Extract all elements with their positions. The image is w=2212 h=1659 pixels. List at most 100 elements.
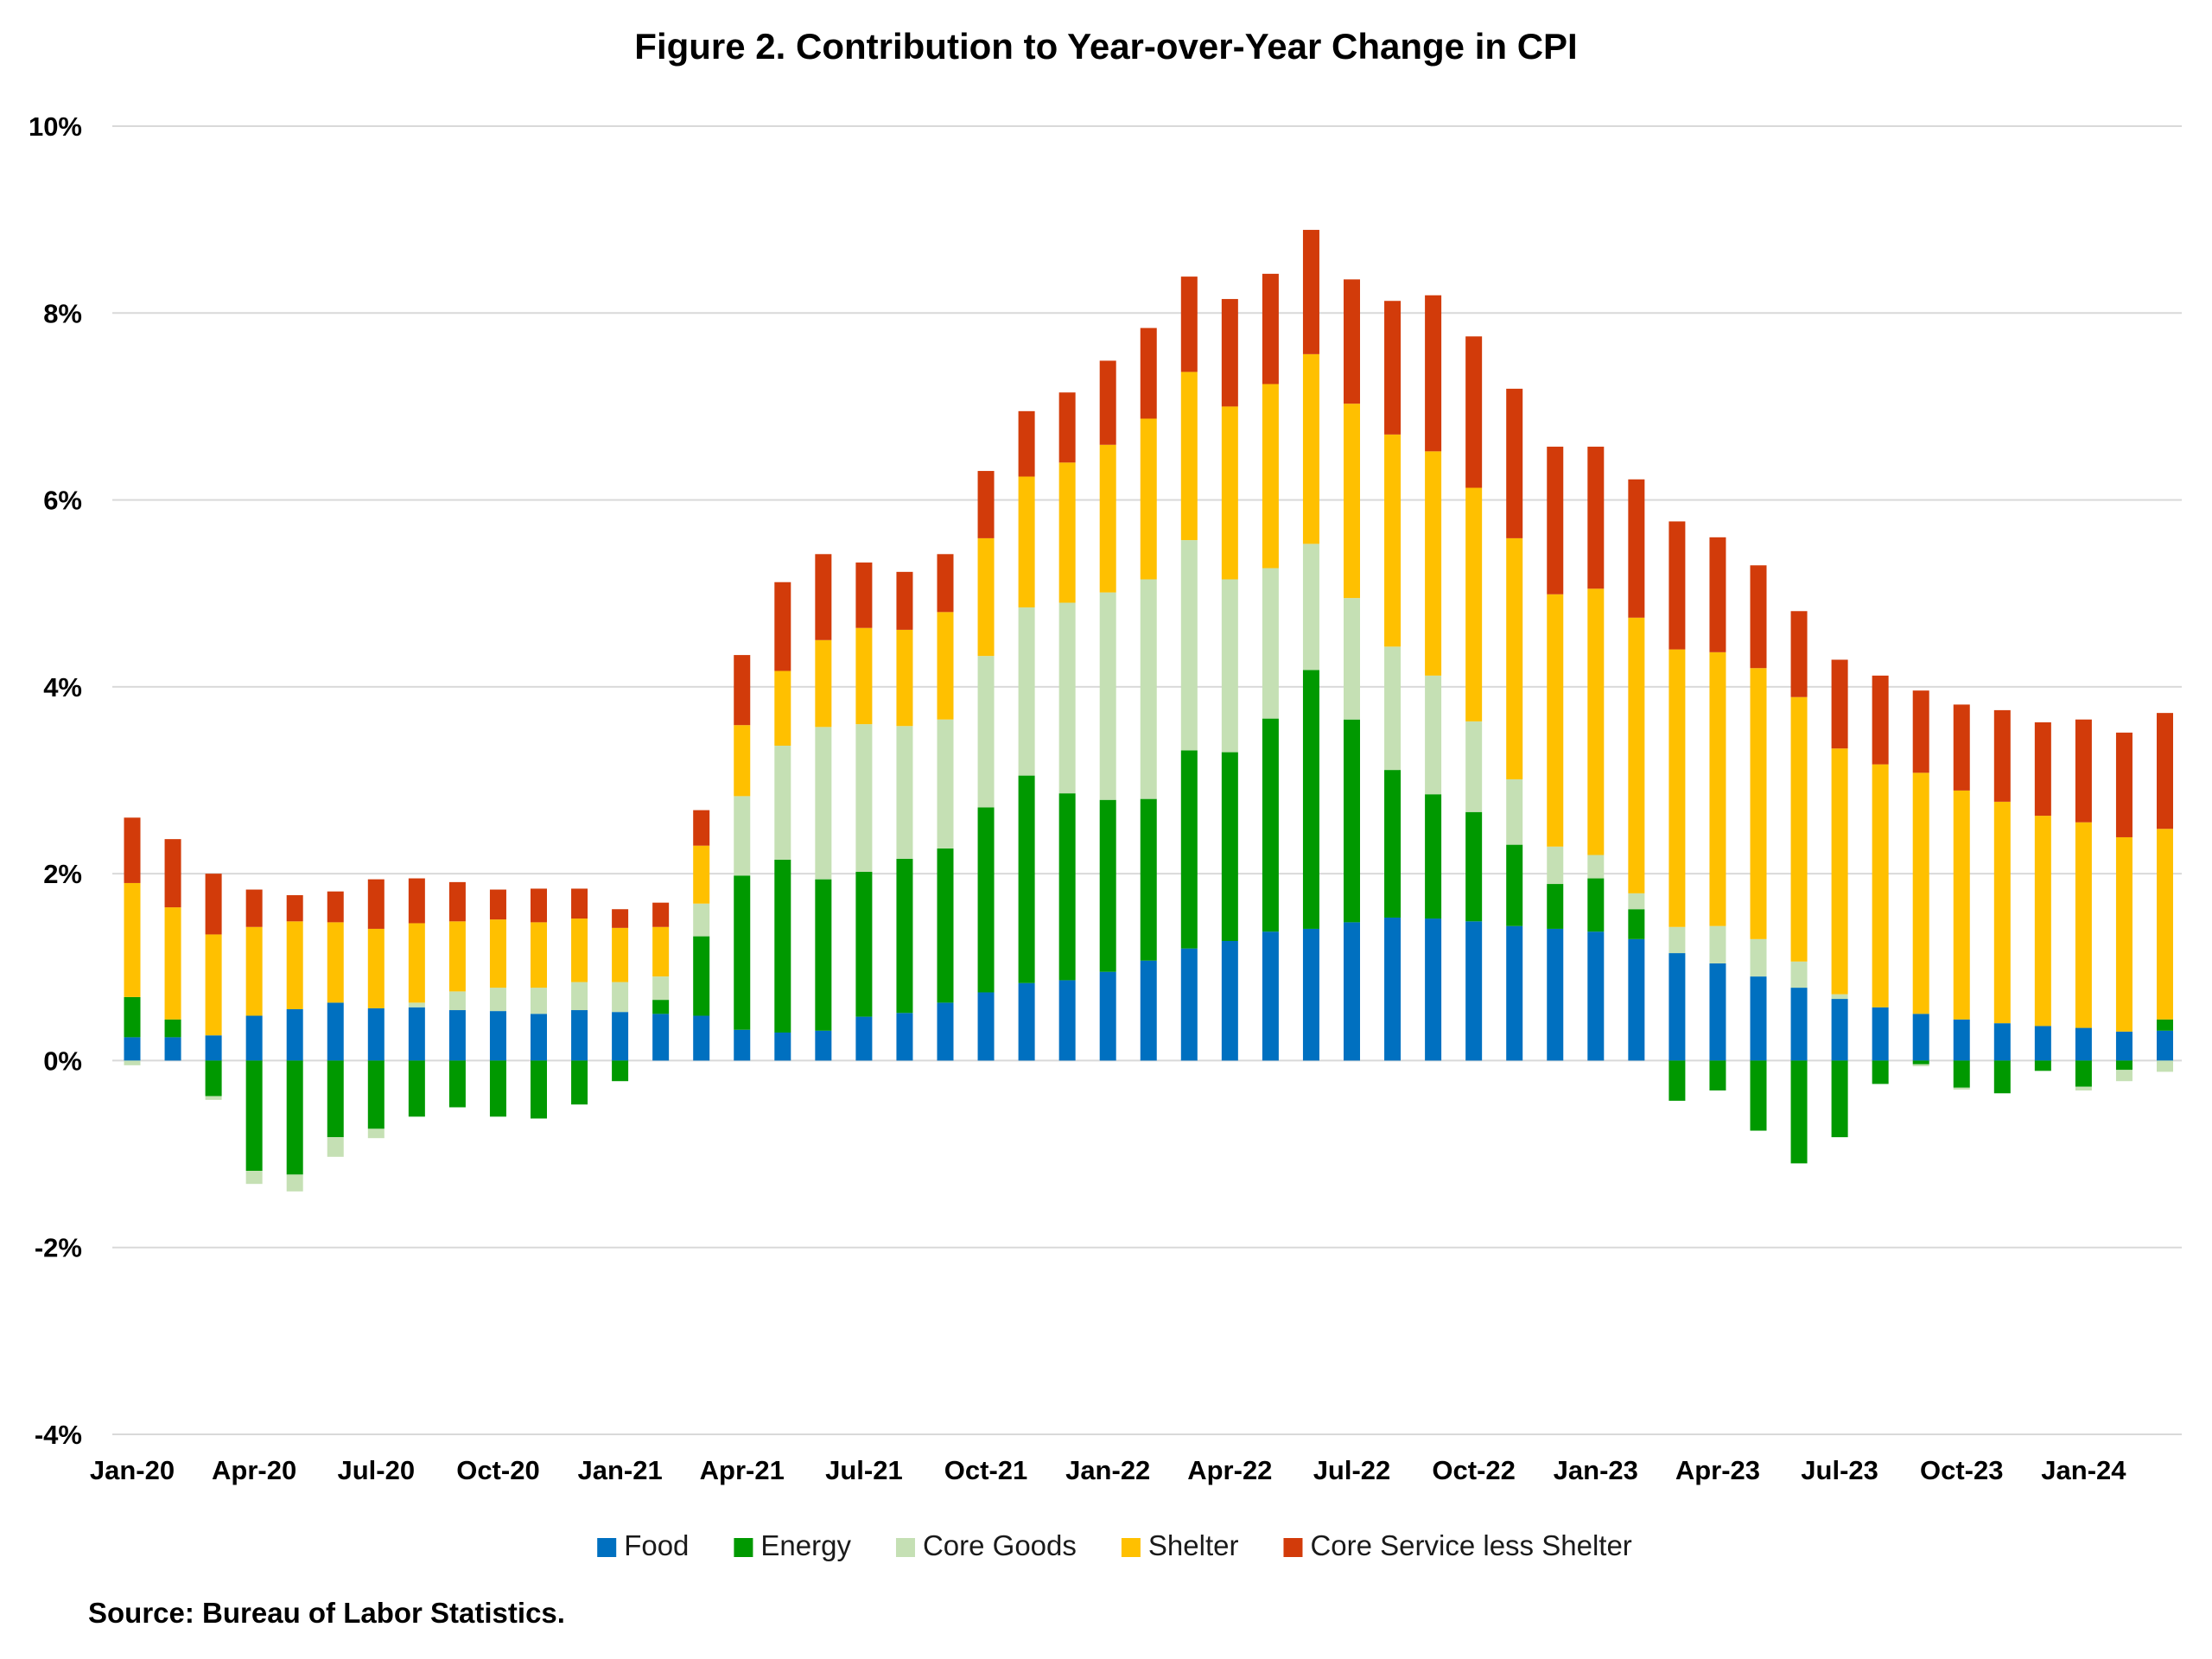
bar-segment	[205, 934, 222, 1036]
legend-item: Core Service less Shelter	[1283, 1529, 1632, 1561]
x-tick-label: Jul-20	[337, 1455, 415, 1485]
bar-segment	[1384, 434, 1402, 647]
bar-segment	[1831, 994, 1848, 1000]
y-tick-label: 2%	[43, 859, 82, 889]
legend-label: Shelter	[1148, 1529, 1239, 1561]
bar-segment	[1384, 770, 1402, 918]
bar-segment	[245, 926, 263, 1016]
bar-segment	[1099, 971, 1116, 1061]
bar-segment	[1709, 537, 1726, 652]
bar-segment	[774, 582, 791, 671]
x-tick-label: Jan-21	[577, 1455, 662, 1485]
bar-segment	[774, 671, 791, 746]
bar-segment	[2034, 721, 2051, 817]
bar-segment	[1790, 611, 1808, 697]
bar-segment	[693, 936, 710, 1016]
bar-segment	[937, 719, 954, 849]
bar-segment	[1872, 1060, 1889, 1084]
bar-segment	[1872, 1007, 1889, 1061]
bar-segment	[1140, 418, 1157, 580]
bar-segment	[1221, 406, 1238, 580]
bar-segment	[1790, 696, 1808, 962]
bar-segment	[1669, 1060, 1686, 1101]
bar-segment	[1669, 521, 1686, 650]
bar-segment	[1628, 479, 1645, 618]
bar-segment	[1140, 798, 1157, 961]
bar-segment	[1058, 462, 1076, 603]
legend-label: Food	[624, 1529, 689, 1561]
chart-title: Figure 2. Contribution to Year-over-Year…	[634, 26, 1578, 67]
x-tick-label: Jan-20	[90, 1455, 175, 1485]
bar-segment	[652, 902, 670, 927]
bar-segment	[1221, 752, 1238, 942]
bar-segment	[1058, 392, 1076, 463]
bar-segment	[815, 1030, 832, 1061]
bar-segment	[489, 1060, 506, 1117]
bar-segment	[448, 991, 466, 1011]
bar-segment	[2157, 829, 2173, 1020]
bar-segment	[1344, 279, 1360, 404]
bar-segment	[2034, 816, 2051, 1027]
bar-segment	[815, 639, 832, 728]
bar-segment	[1750, 565, 1767, 669]
source-note: Source: Bureau of Labor Statistics.	[88, 1597, 565, 1629]
bar-segment	[327, 1137, 344, 1157]
bar-segment	[531, 1060, 547, 1119]
bar-segment	[2157, 1030, 2173, 1061]
bar-segment	[1180, 372, 1198, 541]
bar-segment	[531, 988, 547, 1014]
bar-segment	[205, 1096, 222, 1100]
bar-segment	[164, 1019, 181, 1038]
bar-segment	[1262, 931, 1279, 1061]
bar-segment	[896, 858, 913, 1014]
x-tick-label: Oct-20	[456, 1455, 539, 1485]
bar-segment	[1750, 1060, 1767, 1131]
bar-segment	[1465, 336, 1483, 488]
bar-segment	[1099, 592, 1116, 800]
bar-segment	[1506, 925, 1523, 1061]
bar-segment	[652, 1000, 670, 1014]
bar-segment	[1018, 476, 1035, 607]
legend-label: Core Service less Shelter	[1310, 1529, 1631, 1561]
bar-segment	[693, 810, 710, 846]
bar-segment	[937, 1002, 954, 1061]
bar-segment	[896, 726, 913, 859]
bar-segment	[1058, 602, 1076, 794]
bar-segment	[2075, 822, 2092, 1028]
y-tick-label: 0%	[43, 1046, 82, 1076]
bar-segment	[124, 817, 141, 883]
bar-segment	[734, 655, 751, 726]
bar-segment	[1831, 659, 1848, 749]
bar-segment	[896, 1013, 913, 1061]
bar-segment	[2115, 836, 2133, 1032]
bar-segment	[977, 656, 995, 808]
bar-segment	[1058, 793, 1076, 981]
bar-segment	[1872, 675, 1889, 765]
bar-segment	[245, 889, 263, 927]
bar-segment	[448, 1010, 466, 1061]
bar-segment	[977, 992, 995, 1061]
bar-segment	[1993, 1023, 2011, 1061]
bar-segment	[1221, 299, 1238, 407]
bar-segment	[977, 471, 995, 538]
bar-segment	[2034, 1026, 2051, 1061]
x-tick-label: Jul-23	[1801, 1455, 1878, 1485]
bar-segment	[571, 982, 588, 1011]
legend-item: Core Goods	[895, 1529, 1077, 1561]
bar-segment	[1221, 941, 1238, 1061]
bar-segment	[693, 1015, 710, 1061]
bar-segment	[1547, 446, 1564, 594]
bar-segment	[1587, 878, 1605, 932]
bar-segment	[815, 554, 832, 640]
bar-segment	[855, 871, 873, 1017]
bar-segment	[286, 895, 303, 922]
bar-segment	[1302, 353, 1319, 544]
bar-segment	[2075, 1027, 2092, 1061]
bar-segment	[1912, 1014, 1929, 1061]
bar-segment	[2075, 719, 2092, 823]
legend-item: Food	[597, 1529, 689, 1561]
bar-segment	[531, 888, 547, 923]
bar-segment	[896, 571, 913, 630]
bar-segment	[2115, 732, 2133, 837]
bar-segment	[1628, 617, 1645, 893]
